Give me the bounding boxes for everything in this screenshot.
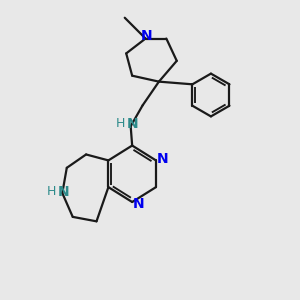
Text: N: N: [133, 196, 145, 211]
Text: N: N: [127, 117, 139, 131]
Text: N: N: [58, 184, 70, 199]
Text: H: H: [116, 117, 125, 130]
Text: H: H: [46, 185, 56, 198]
Text: N: N: [157, 152, 168, 166]
Text: N: N: [141, 29, 153, 43]
